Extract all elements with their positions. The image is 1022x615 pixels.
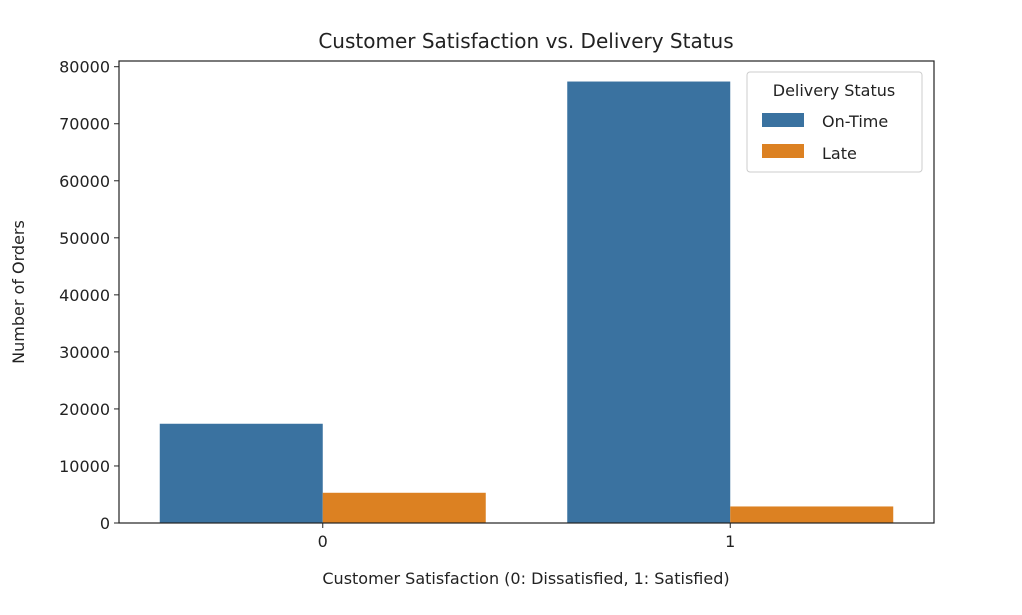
y-tick-label: 60000 — [59, 172, 110, 191]
x-tick-label: 0 — [318, 532, 328, 551]
chart-title: Customer Satisfaction vs. Delivery Statu… — [318, 29, 733, 53]
y-tick-label: 10000 — [59, 457, 110, 476]
legend-swatch-late — [762, 144, 804, 158]
bar-on-time-1 — [567, 81, 731, 524]
y-tick-label: 30000 — [59, 343, 110, 362]
y-axis-label: Number of Orders — [9, 220, 28, 364]
y-tick-label: 0 — [100, 514, 110, 533]
y-tick-label: 20000 — [59, 400, 110, 419]
y-tick-label: 70000 — [59, 115, 110, 134]
y-tick-label: 80000 — [59, 58, 110, 77]
y-tick-label: 40000 — [59, 286, 110, 305]
axes-frame — [118, 60, 935, 524]
legend-label-late: Late — [822, 144, 857, 163]
bar-late-1 — [730, 506, 894, 523]
legend-label-on-time: On-Time — [822, 112, 888, 131]
x-axis-label: Customer Satisfaction (0: Dissatisfied, … — [322, 569, 729, 588]
legend-swatch-on-time — [762, 113, 804, 127]
x-tick-label: 1 — [725, 532, 735, 551]
y-tick-label: 50000 — [59, 229, 110, 248]
legend: Delivery Status On-Time Late — [746, 71, 923, 173]
bar-late-0 — [322, 492, 486, 523]
legend-title: Delivery Status — [773, 81, 895, 100]
bar-on-time-0 — [159, 423, 323, 523]
